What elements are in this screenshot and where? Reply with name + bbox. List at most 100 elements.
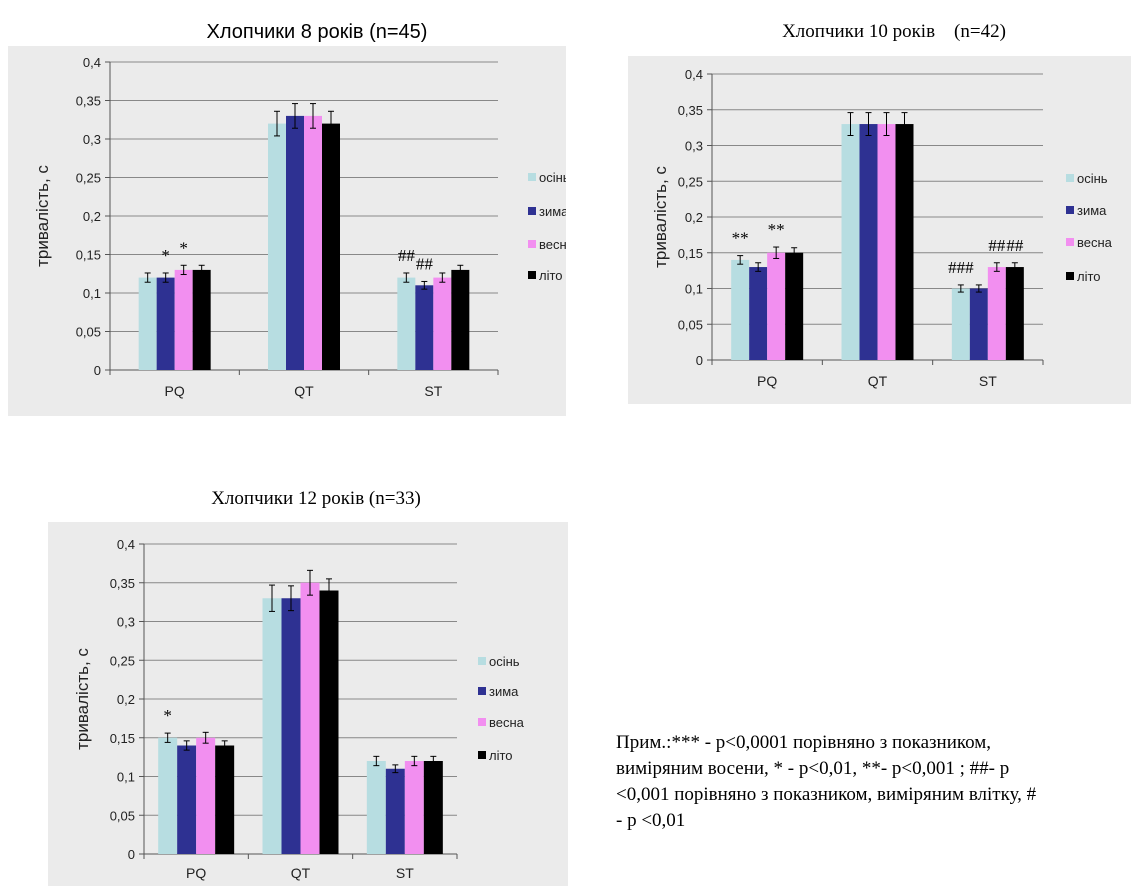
y-tick-label: 0,25 xyxy=(76,171,101,186)
y-tick-label: 0,05 xyxy=(110,808,135,823)
chart-panel-8-years: 0 0,05 0,1 0,15 0,2 0,25 0,3 0,35 0,4 тривалість,… xyxy=(8,46,566,416)
bar xyxy=(415,285,434,370)
note-line: Прим.:*** - p<0,0001 порівняно з показни… xyxy=(616,732,992,753)
bar xyxy=(192,269,211,370)
legend-swatch xyxy=(478,687,486,695)
error-bar xyxy=(162,272,169,283)
y-tick-label: 0,4 xyxy=(83,55,101,70)
error-bar xyxy=(392,764,399,774)
y-tick-label: 0,3 xyxy=(117,615,135,630)
chart-panel-10-years: 0 0,05 0,1 0,15 0,2 0,25 0,3 0,35 0,4 тривалість,… xyxy=(628,56,1131,404)
y-tick-label: 0,15 xyxy=(110,731,135,746)
y-tick-label: 0 xyxy=(696,353,703,368)
legend-swatch xyxy=(528,207,536,215)
bar xyxy=(877,124,896,360)
chart-title-8-years-wrap: Хлопчики 8 років (n=45) xyxy=(0,0,600,46)
legend-item: осінь xyxy=(478,654,520,669)
bar xyxy=(174,269,193,370)
legend-swatch xyxy=(1066,174,1074,182)
legend-item: весна xyxy=(1066,235,1113,250)
error-bar xyxy=(164,732,171,743)
y-axis-label: тривалість, с xyxy=(651,166,670,268)
x-category-label: QT xyxy=(294,383,314,399)
y-tick-label: 0,25 xyxy=(678,174,703,189)
significance-marker: ** xyxy=(768,220,785,239)
error-bar xyxy=(403,272,410,283)
legend-item: зима xyxy=(478,684,519,699)
bar xyxy=(451,269,470,370)
bar xyxy=(138,277,157,370)
y-axis-label: тривалість, с xyxy=(33,165,52,267)
legend-item: зима xyxy=(1066,203,1107,218)
error-bar xyxy=(957,284,964,293)
error-bar xyxy=(310,103,316,129)
error-bar xyxy=(457,264,464,276)
y-tick-label: 0,4 xyxy=(117,537,135,552)
bar xyxy=(895,124,914,360)
chart-title-10-years-wrap: Хлопчики 10 років (n=42) xyxy=(628,0,1131,50)
error-bar xyxy=(274,110,280,137)
chart-panel-12-years: 0 0,05 0,1 0,15 0,2 0,25 0,3 0,35 0,4 тривалість,… xyxy=(48,522,568,886)
error-bar xyxy=(328,110,334,137)
chart-12-years: 0 0,05 0,1 0,15 0,2 0,25 0,3 0,35 0,4 тривалість,… xyxy=(48,522,568,886)
legend-swatch xyxy=(528,173,536,181)
bar xyxy=(385,768,405,854)
significance-note: Прим.:*** - p<0,0001 порівняно з показни… xyxy=(616,730,1131,834)
error-bar xyxy=(993,262,1000,272)
error-bar xyxy=(180,264,187,276)
bar xyxy=(300,582,320,854)
bar xyxy=(859,124,878,360)
y-tick-label: 0 xyxy=(128,847,135,862)
significance-marker: * xyxy=(163,706,172,725)
error-bar xyxy=(901,112,908,136)
y-tick-label: 0,35 xyxy=(678,103,703,118)
note-line: - p <0,01 xyxy=(616,810,686,831)
y-tick-label: 0,15 xyxy=(678,246,703,261)
legend-item: весна xyxy=(478,715,525,730)
bar xyxy=(322,123,340,370)
error-bar xyxy=(221,740,228,751)
bar xyxy=(268,123,286,370)
error-bar xyxy=(883,112,890,136)
y-axis-label: тривалість, с xyxy=(73,648,92,750)
bar xyxy=(785,252,804,360)
legend-label: зима xyxy=(489,684,519,699)
error-bar xyxy=(430,755,437,767)
y-tick-label: 0,2 xyxy=(685,210,703,225)
y-tick-label: 0,3 xyxy=(685,139,703,154)
bar xyxy=(731,259,750,360)
bar xyxy=(177,745,197,854)
bar xyxy=(397,277,416,370)
legend-item: літо xyxy=(478,748,513,763)
error-bar xyxy=(292,103,298,129)
significance-marker: ## xyxy=(988,236,1006,255)
error-bar xyxy=(421,280,428,290)
legend-label: весна xyxy=(1077,235,1113,250)
bar xyxy=(423,761,443,854)
legend-swatch xyxy=(528,240,536,248)
y-tick-label: 0 xyxy=(94,363,101,378)
legend-label: осінь xyxy=(539,170,566,185)
legend-swatch xyxy=(1066,206,1074,214)
y-tick-label: 0,2 xyxy=(83,209,101,224)
legend-label: осінь xyxy=(489,654,520,669)
legend-item: зима xyxy=(528,204,566,219)
legend-item: літо xyxy=(528,268,563,283)
error-bar xyxy=(198,264,205,276)
bar xyxy=(286,115,304,371)
legend-swatch xyxy=(478,718,486,726)
legend-label: літо xyxy=(539,268,563,283)
error-bar xyxy=(975,284,982,293)
bar xyxy=(158,737,178,854)
bar xyxy=(404,761,424,854)
bar xyxy=(196,737,216,854)
x-category-label: PQ xyxy=(186,865,206,881)
bar xyxy=(969,288,988,360)
bar xyxy=(156,277,175,370)
bar xyxy=(987,267,1006,360)
x-category-label: QT xyxy=(291,865,311,881)
legend-swatch xyxy=(528,271,536,279)
x-category-label: ST xyxy=(979,373,997,389)
legend-swatch xyxy=(1066,238,1074,246)
legend-swatch xyxy=(478,751,486,759)
